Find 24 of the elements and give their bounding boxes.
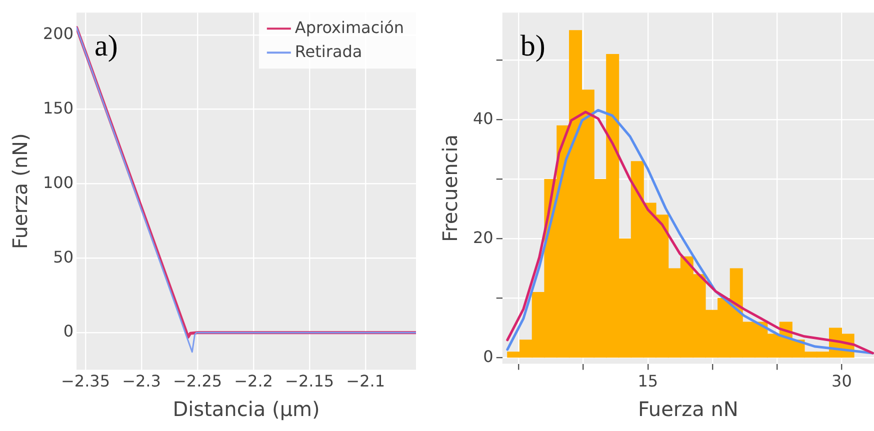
y-tick-label: 50: [53, 247, 74, 266]
x-tick-label: −2.1: [346, 372, 386, 391]
legend-label: Retirada: [294, 42, 362, 61]
x-tick-label: −2.25: [173, 372, 222, 391]
y-tick-label: 150: [42, 98, 74, 118]
annotation: b): [520, 29, 546, 62]
y-tick-label: 20: [473, 228, 494, 247]
y-tick-label: 100: [42, 172, 74, 192]
x-tick-label: −2.15: [285, 372, 334, 391]
y-tick-label: 200: [42, 24, 74, 44]
y-tick-label: 40: [473, 108, 494, 128]
legend-label: Aproximación: [294, 18, 404, 37]
y-axis-title: Fuerza (nN): [8, 133, 32, 250]
annotation: a): [94, 29, 118, 62]
y-tick-label: 0: [63, 322, 74, 341]
x-tick-label: 30: [832, 372, 852, 391]
x-tick-label: 15: [638, 372, 658, 391]
y-tick-label: 0: [483, 347, 494, 366]
x-axis-title: Distancia (µm): [172, 397, 320, 422]
x-tick-label: −2.3: [122, 372, 161, 391]
x-axis-title: Fuerza nN: [638, 397, 738, 422]
y-axis-title: Frecuencia: [438, 134, 462, 242]
x-tick-label: −2.35: [60, 372, 110, 391]
x-tick-label: −2.2: [234, 372, 273, 391]
